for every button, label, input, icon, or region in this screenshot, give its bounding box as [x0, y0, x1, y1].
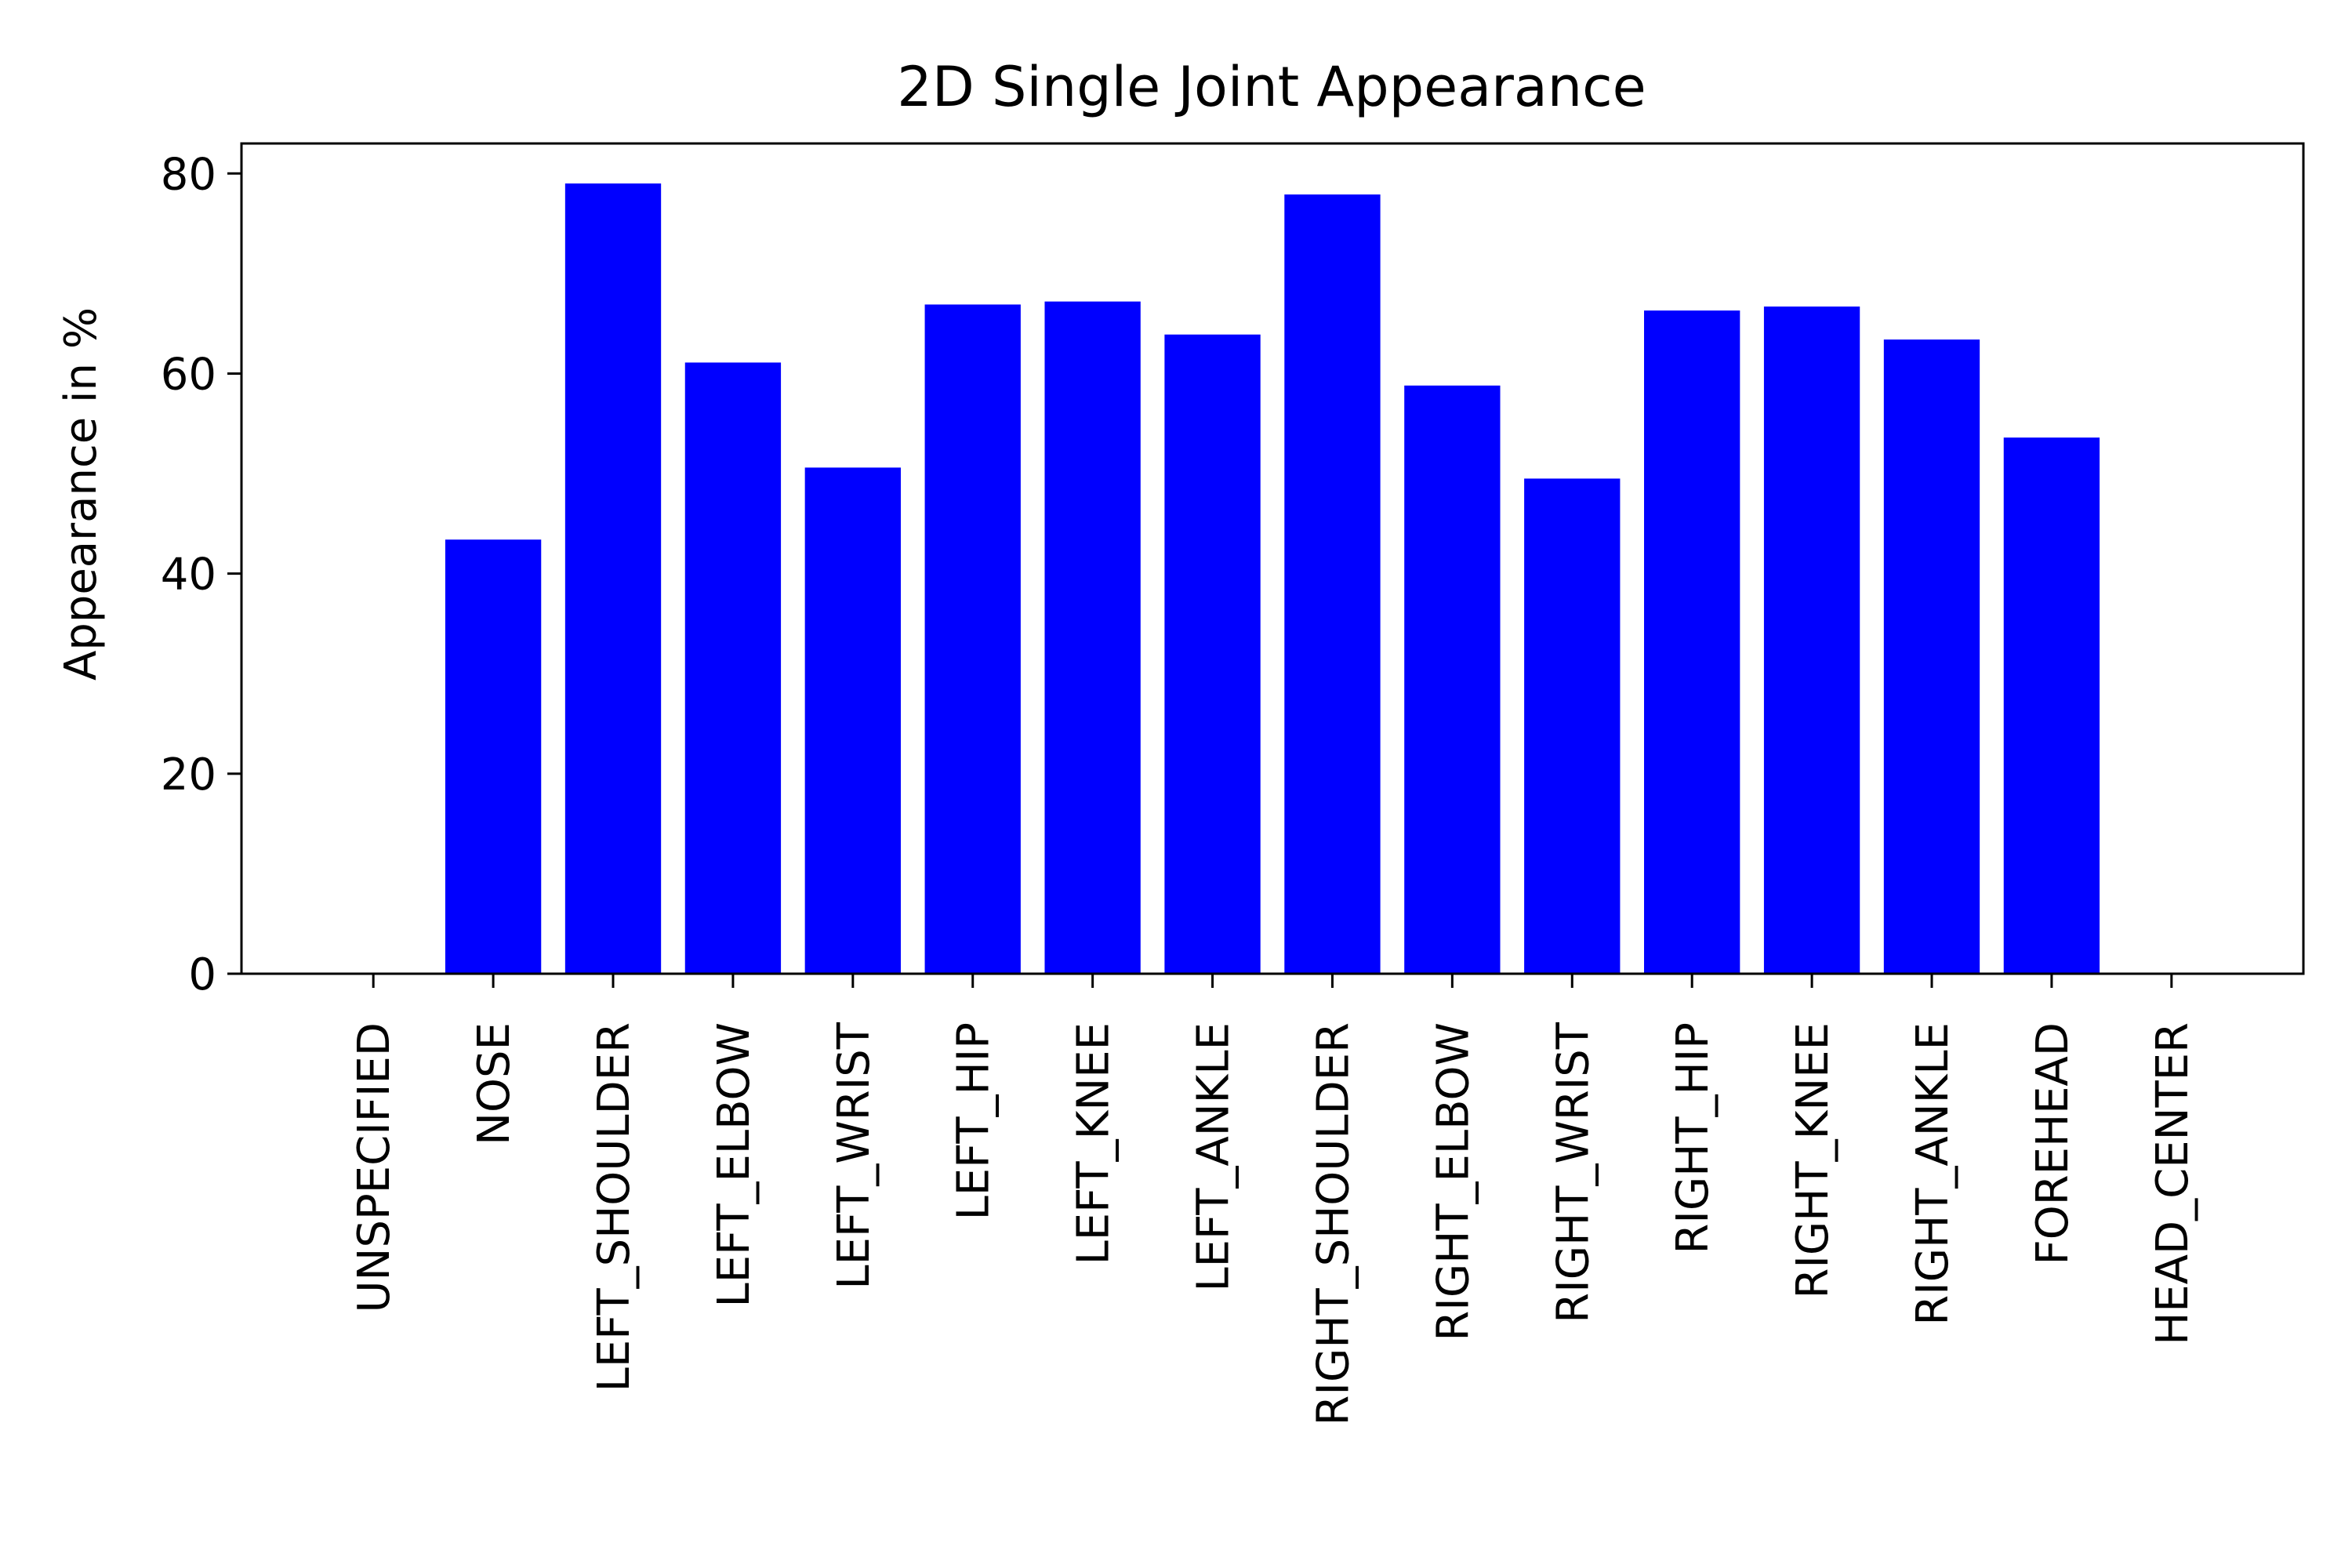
bar-left-elbow [684, 362, 782, 975]
y-tick-label: 40 [161, 550, 216, 601]
x-tick-label: UNSPECIFIED [349, 1022, 400, 1312]
x-tick-label: RIGHT_SHOULDER [1308, 1022, 1359, 1425]
bars-group [445, 183, 2100, 975]
bar-right-wrist [1524, 478, 1621, 974]
x-tick-label: LEFT_SHOULDER [589, 1022, 640, 1392]
x-tick-label: FOREHEAD [2027, 1022, 2078, 1265]
bar-left-shoulder [564, 183, 662, 975]
x-tick-label: LEFT_KNEE [1069, 1022, 1120, 1265]
y-axis-ticks: 0 20 40 60 80 [161, 149, 241, 1000]
y-tick-label: 80 [161, 149, 216, 200]
plot-area-frame [240, 142, 2305, 975]
x-tick-label: LEFT_ELBOW [709, 1022, 760, 1307]
bar-left-hip [924, 304, 1021, 974]
bar-nose [445, 539, 542, 974]
bar-right-shoulder [1284, 194, 1381, 974]
bar-left-ankle [1164, 334, 1261, 974]
bar-left-wrist [804, 467, 901, 974]
bar-right-elbow [1404, 385, 1501, 974]
y-tick-label: 20 [161, 750, 216, 800]
y-tick-label: 60 [161, 349, 216, 400]
bar-right-hip [1644, 310, 1740, 974]
x-tick-label: RIGHT_ANKLE [1907, 1022, 1958, 1326]
bar-left-knee [1044, 301, 1141, 974]
x-tick-label: RIGHT_ELBOW [1428, 1022, 1479, 1341]
bar-right-knee [1763, 306, 1860, 974]
x-tick-label: RIGHT_WRIST [1548, 1022, 1599, 1323]
x-tick-label: LEFT_ANKLE [1189, 1022, 1240, 1292]
x-axis-ticks: UNSPECIFIED NOSE LEFT_SHOULDER LEFT_ELBOW LE… [349, 974, 2198, 1425]
x-tick-label: RIGHT_KNEE [1788, 1022, 1838, 1299]
x-tick-label: LEFT_WRIST [829, 1022, 880, 1289]
x-tick-label: NOSE [469, 1022, 520, 1145]
y-axis-label: Appearance in % [56, 307, 107, 681]
x-tick-label: HEAD_CENTER [2147, 1022, 2198, 1345]
bar-right-ankle [1883, 339, 1980, 974]
bar-forehead [2003, 437, 2100, 974]
x-tick-label: RIGHT_HIP [1668, 1022, 1719, 1254]
y-tick-label: 0 [188, 949, 216, 1000]
chart-title: 2D Single Joint Appearance [897, 55, 1646, 119]
x-tick-label: LEFT_HIP [949, 1022, 1000, 1220]
